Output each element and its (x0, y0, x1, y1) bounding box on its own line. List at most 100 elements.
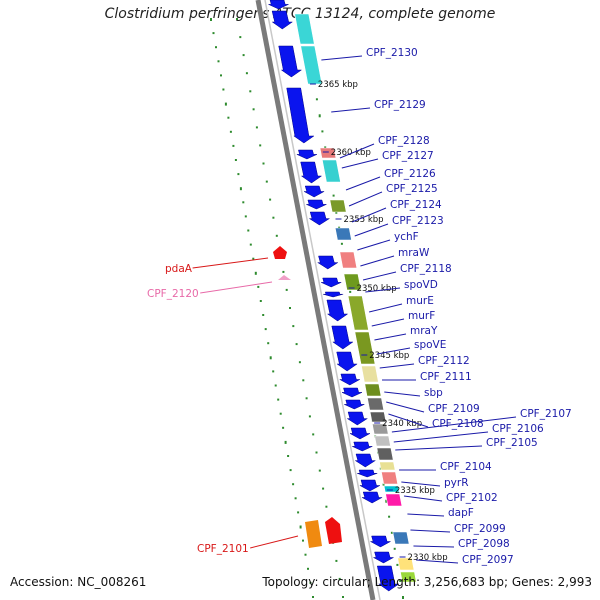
gc-skew-dot (252, 108, 255, 111)
strand-arrow (361, 491, 383, 504)
gc-skew-dot (302, 379, 305, 382)
gc-skew-dot (305, 397, 308, 400)
cog-feature-box (329, 199, 347, 213)
gc-skew-track (210, 18, 404, 599)
gc-skew-dot (259, 144, 262, 147)
gc-skew-dot (265, 180, 268, 183)
gene-label-right: CPF_2127 (382, 150, 434, 162)
gc-skew-dot (285, 288, 288, 291)
gene-label-right: dapF (448, 507, 474, 519)
strand-arrow (321, 277, 342, 288)
label-leader-line (371, 318, 405, 327)
gc-skew-dot (262, 314, 265, 316)
cog-feature-box (334, 227, 352, 241)
cog-feature-box (364, 383, 382, 397)
gc-skew-dot (220, 74, 222, 77)
gc-skew-dot (274, 384, 277, 387)
cog-feature-box (294, 13, 315, 45)
gc-skew-dot (282, 270, 285, 273)
backbone-inner-line (264, 0, 381, 600)
gc-skew-dot (264, 328, 267, 331)
cog-feature-box (361, 365, 379, 383)
gene-label-right: CPF_2130 (366, 47, 418, 59)
cog-feature-box (321, 159, 341, 183)
gc-skew-dot (284, 440, 287, 444)
label-leader-line (357, 239, 391, 251)
strand-arrow (306, 199, 327, 210)
gene-label-right: murF (408, 310, 435, 322)
gene-label-right: CPF_2098 (458, 538, 510, 550)
gc-skew-dot (340, 242, 343, 245)
gene-label-right: CPF_2118 (400, 263, 452, 275)
strand-arrow (303, 185, 325, 198)
gc-skew-dot (338, 577, 341, 580)
backbone-line (255, 0, 376, 600)
label-leader-line (321, 55, 363, 61)
tick-label: 2365 kbp (318, 80, 358, 90)
cog-feature-box (400, 571, 417, 583)
cog-feature-box (385, 493, 403, 507)
gc-skew-dot (289, 469, 292, 472)
strand-arrow (346, 411, 369, 426)
cog-feature-box (369, 411, 387, 423)
strand-arrow (376, 565, 400, 592)
label-leader-line (369, 303, 403, 313)
gc-skew-dot (396, 563, 399, 566)
strand-arrow (370, 535, 391, 548)
gc-skew-dot (236, 18, 238, 20)
CPF_2101-orange-feature (305, 520, 322, 548)
strand-arrow (373, 551, 394, 564)
accession-text: Accession: NC_008261 (10, 575, 147, 589)
gene-label-right: murE (406, 295, 434, 307)
gc-skew-dot (282, 426, 285, 429)
gene-label-right: CPF_2111 (420, 371, 472, 383)
gc-skew-dot (259, 300, 262, 302)
gc-skew-dot (275, 234, 278, 237)
label-leader-line (413, 545, 455, 548)
gene-label-left: pdaA (165, 263, 193, 275)
strand-arrow (336, 351, 358, 372)
gc-skew-dot (308, 415, 311, 418)
gc-skew-dot (210, 18, 212, 21)
gc-skew-dot (295, 343, 298, 346)
gc-skew-dot (257, 285, 260, 288)
gc-skew-dot (292, 325, 295, 328)
cog-feature-box (379, 461, 396, 471)
label-leader-line (391, 416, 517, 433)
label-leader-line (200, 281, 273, 294)
gc-skew-dot (224, 102, 227, 106)
gc-skew-dot (399, 579, 402, 582)
genome-summary-text: Topology: circular; Length: 3,256,683 bp… (262, 575, 592, 589)
gene-label-right: CPF_2102 (446, 492, 498, 504)
gene-label-right: CPF_2105 (486, 437, 538, 449)
gene-label-right: CPF_2125 (386, 183, 438, 195)
gc-skew-dot (237, 173, 240, 176)
gene-label-right: ychF (394, 231, 419, 243)
gc-skew-dot (239, 187, 242, 191)
gc-skew-dot (298, 361, 301, 364)
gc-skew-dot (289, 307, 291, 309)
gc-skew-dot (322, 487, 325, 490)
gc-skew-dot (287, 455, 290, 457)
gc-skew-dot (254, 271, 257, 275)
gene-label-right: CPF_2129 (374, 99, 426, 111)
strand-arrow (300, 161, 323, 184)
gc-skew-dot (309, 581, 312, 584)
strand-arrow (326, 299, 349, 322)
gc-skew-dot (382, 483, 385, 486)
gc-skew-dot (297, 511, 300, 514)
cog-feature-box (371, 423, 389, 435)
gene-label-right: CPF_2128 (378, 135, 430, 147)
strand-arrow (359, 479, 381, 492)
gene-label-right: CPF_2097 (462, 554, 514, 566)
strand-arrow (268, 0, 289, 10)
gc-skew-dot (385, 499, 388, 503)
gc-skew-dot (252, 257, 255, 260)
gene-label-right: pyrR (444, 477, 469, 489)
gc-skew-dot (304, 553, 307, 556)
strand-arrow (341, 387, 363, 398)
label-leader-line (410, 529, 451, 533)
gc-skew-dot (222, 88, 225, 91)
gc-skew-dot (267, 342, 270, 345)
genome-backbone (255, 0, 381, 600)
